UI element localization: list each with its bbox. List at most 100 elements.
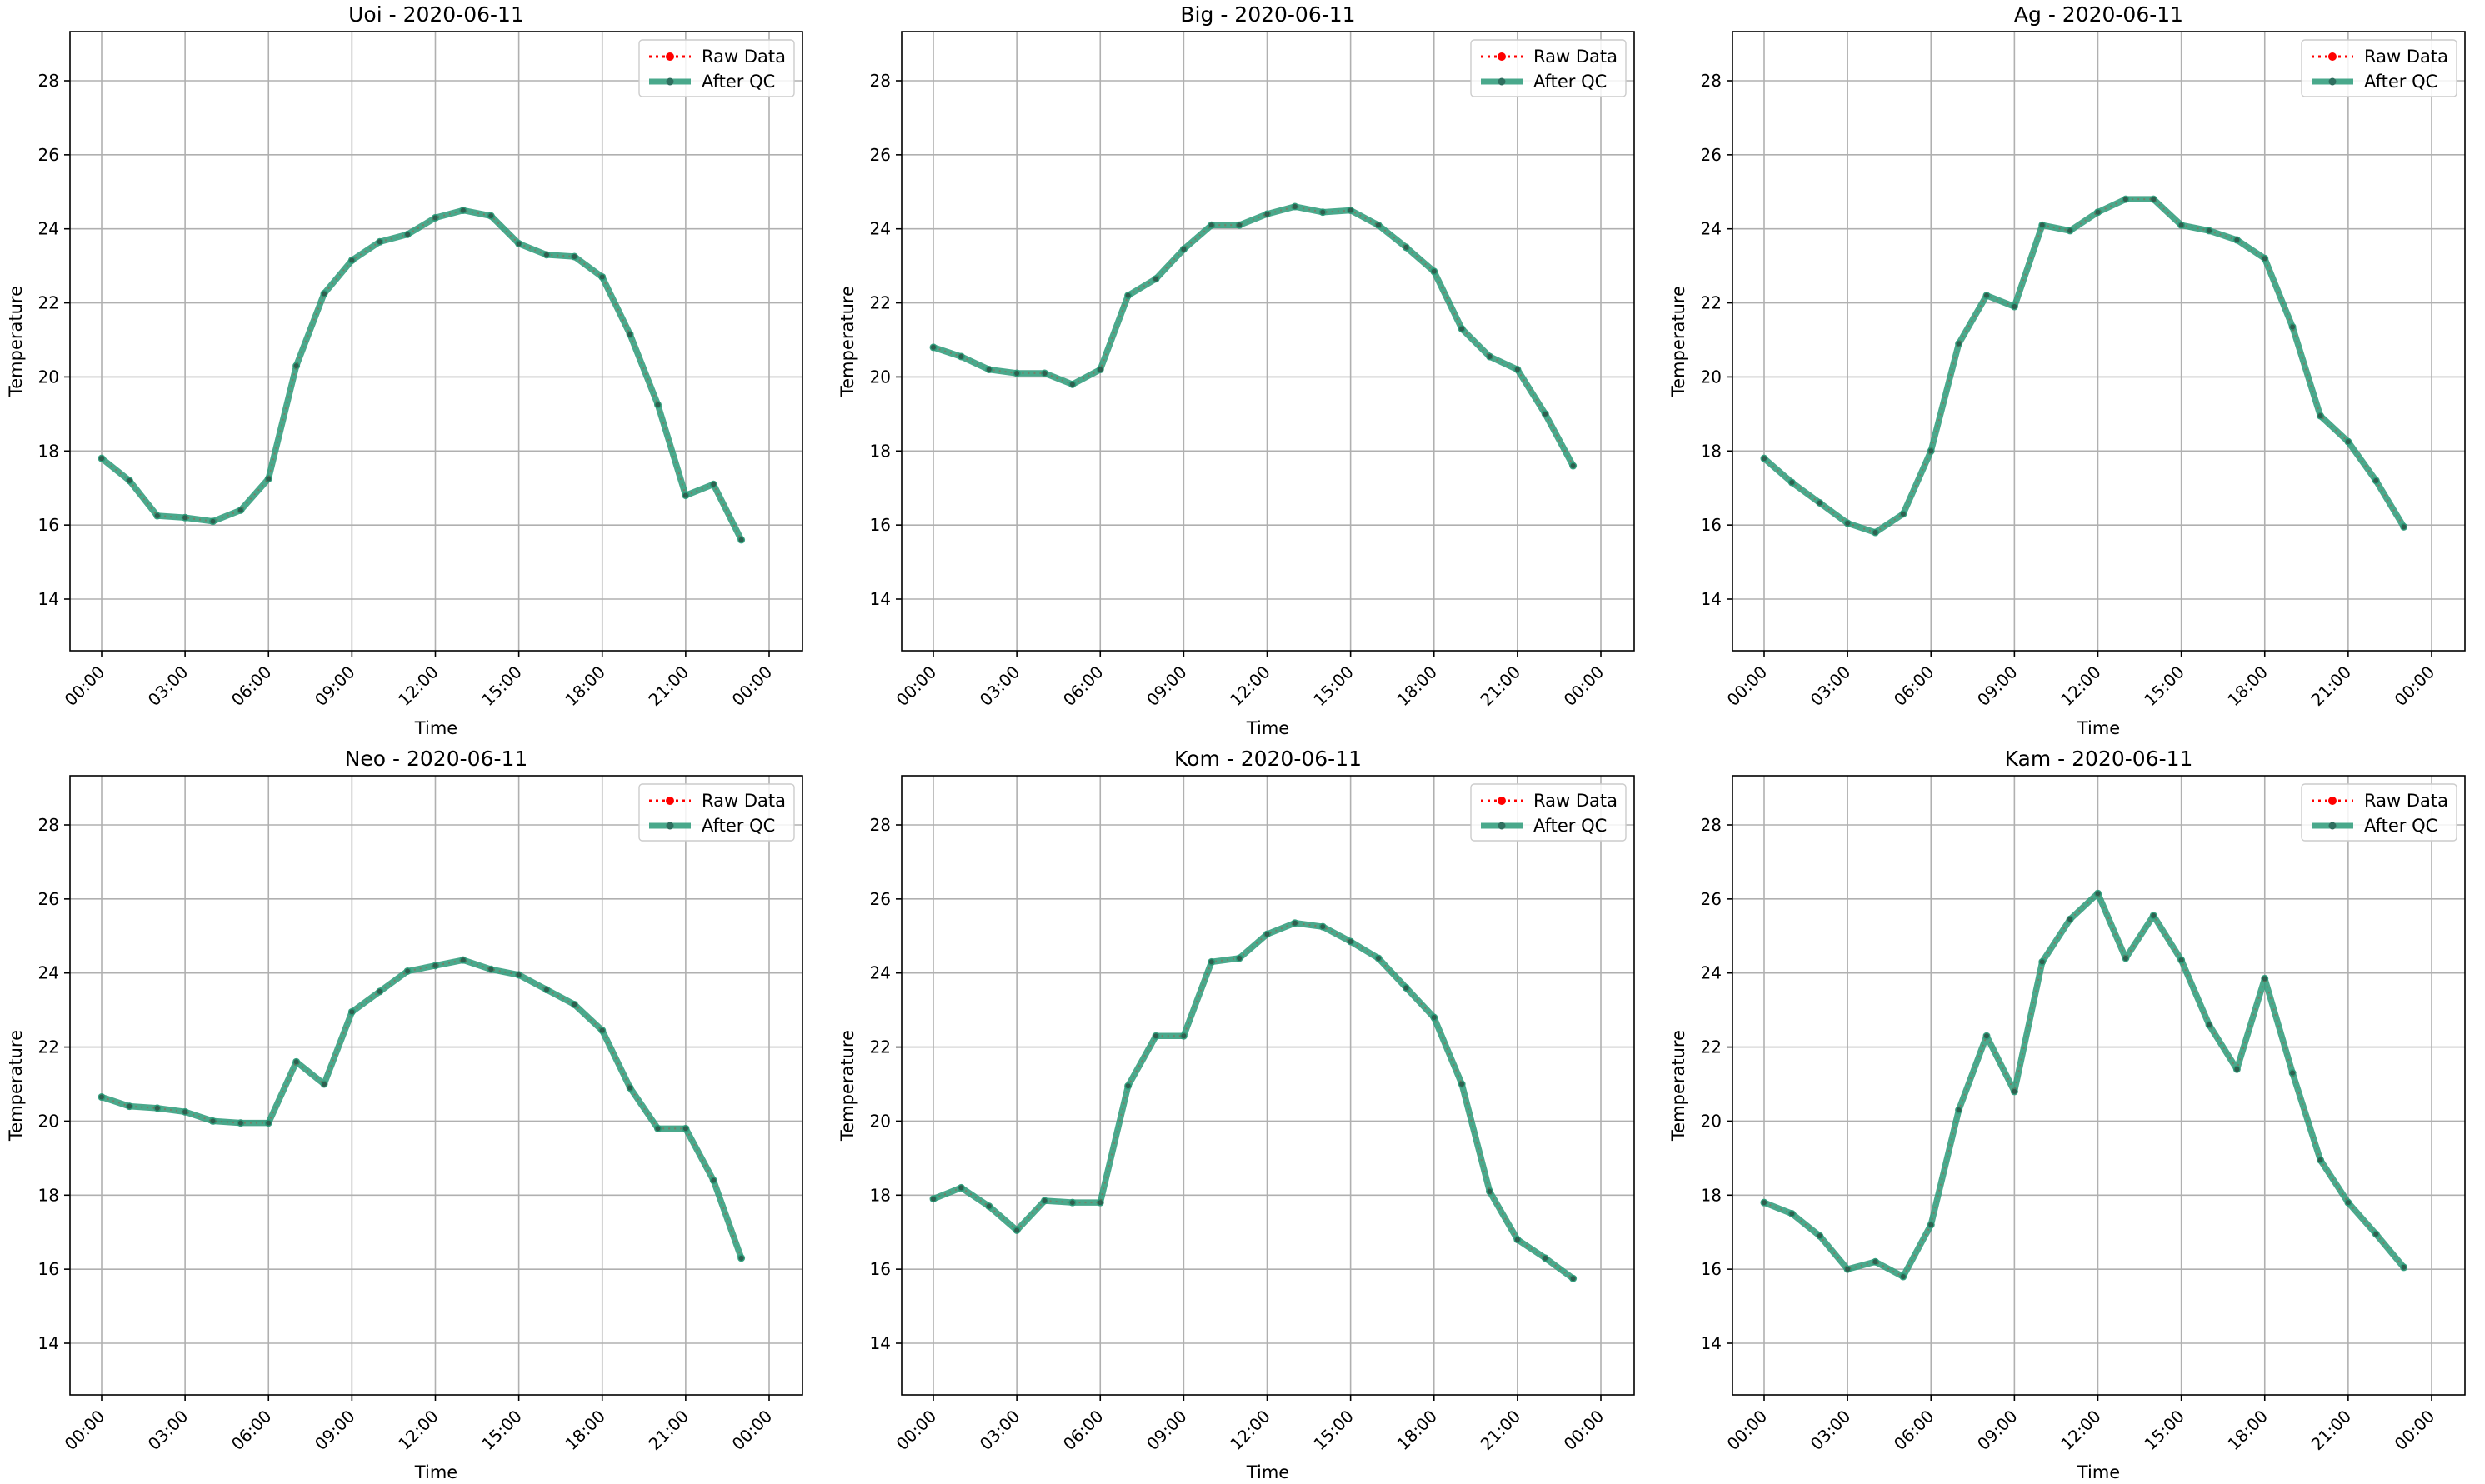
x-tick-label: 00:00	[61, 1406, 109, 1454]
y-tick-label: 14	[1701, 589, 1722, 609]
raw-data-point	[516, 972, 522, 977]
x-tick-label: 12:00	[1226, 662, 1274, 710]
raw-data-point	[738, 1255, 744, 1261]
raw-data-point	[2290, 1070, 2296, 1076]
x-tick-label: 12:00	[2057, 1406, 2105, 1454]
raw-data-point	[405, 968, 411, 974]
raw-data-point	[1487, 1188, 1492, 1194]
raw-data-point	[2345, 439, 2351, 445]
raw-data-point	[210, 1118, 216, 1124]
raw-data-point	[1264, 932, 1270, 937]
raw-data-point	[2234, 1067, 2240, 1072]
raw-data-point	[432, 215, 438, 221]
subplot-1: 00:00 03:00 06:00 09:00 12:00 15:00 18:00 21:00…	[838, 2, 1635, 738]
raw-data-point	[2095, 209, 2101, 215]
y-tick-label: 16	[38, 515, 59, 535]
raw-data-point	[1376, 955, 1381, 961]
x-tick-label: 15:00	[478, 662, 526, 710]
plot-area	[1732, 32, 2465, 651]
raw-data-point	[2012, 304, 2018, 310]
legend-raw-data-marker	[2328, 797, 2337, 805]
legend-raw-data-label: Raw Data	[702, 791, 786, 811]
axes-frame	[901, 775, 1635, 1396]
raw-data-point	[1928, 448, 1934, 454]
raw-data-point	[1984, 1033, 1989, 1039]
series-after-qc-line	[930, 203, 1577, 469]
y-tick-label: 28	[38, 71, 59, 91]
raw-data-point	[2068, 227, 2073, 233]
x-tick-label: 18:00	[1392, 1406, 1441, 1454]
legend-raw-data-label: Raw Data	[1533, 791, 1618, 811]
raw-data-point	[572, 1002, 578, 1007]
raw-data-point	[1789, 480, 1795, 486]
x-axis-label: Time	[2077, 1462, 2120, 1482]
raw-data-point	[1984, 292, 1989, 298]
y-tick-label: 16	[38, 1259, 59, 1279]
raw-data-point	[1542, 1255, 1548, 1261]
raw-data-point	[1125, 292, 1131, 298]
raw-data-point	[182, 515, 188, 521]
x-tick-label: 09:00	[311, 1406, 359, 1454]
legend-after-qc-marker	[2328, 77, 2337, 86]
y-axis-label: Temperature	[838, 286, 858, 397]
y-tick-label: 28	[38, 815, 59, 835]
series-after-qc-line	[930, 919, 1577, 1282]
raw-data-point	[1125, 1083, 1131, 1089]
raw-data-point	[127, 1103, 132, 1109]
grid	[70, 32, 802, 651]
chart-title: Big - 2020-06-11	[1180, 2, 1355, 27]
y-tick-label: 26	[1701, 145, 1722, 165]
grid	[902, 776, 1634, 1395]
x-tick-label: 21:00	[1476, 662, 1524, 710]
raw-data-point	[2151, 912, 2157, 918]
raw-data-point	[322, 291, 327, 297]
raw-data-point	[2122, 197, 2128, 202]
y-tick-label: 16	[1701, 1259, 1722, 1279]
raw-data-point	[127, 477, 132, 483]
x-tick-label: 09:00	[311, 662, 359, 710]
axes-frame	[901, 31, 1635, 652]
raw-data-point	[2122, 955, 2128, 961]
y-tick-label: 24	[38, 219, 59, 239]
subplot-0: 00:00 03:00 06:00 09:00 12:00 15:00 18:00 21:00…	[6, 2, 803, 738]
raw-data-point	[1014, 1227, 1020, 1233]
raw-data-point	[1098, 1200, 1103, 1206]
x-tick-label: 21:00	[644, 662, 692, 710]
legend: Raw Data After QC	[638, 39, 795, 97]
legend: Raw Data After QC	[1470, 39, 1627, 97]
raw-data-point	[2318, 1157, 2323, 1163]
y-tick-label: 16	[870, 515, 891, 535]
raw-data-point	[154, 1105, 160, 1111]
raw-data-point	[711, 1177, 717, 1183]
raw-data-point	[544, 987, 549, 992]
raw-data-point	[1956, 1107, 1962, 1113]
raw-data-point	[1042, 370, 1048, 376]
raw-data-point	[2178, 222, 2184, 228]
x-tick-label: 00:00	[892, 662, 941, 710]
legend: Raw Data After QC	[1470, 783, 1627, 842]
legend-raw-data-marker	[1498, 797, 1506, 805]
raw-data-point	[405, 232, 411, 237]
y-tick-label: 24	[38, 963, 59, 983]
raw-data-point	[2234, 237, 2240, 243]
x-tick-label: 15:00	[1309, 1406, 1358, 1454]
raw-data-point	[682, 1126, 688, 1132]
x-tick-label: 00:00	[1723, 662, 1772, 710]
subplot-3: 00:00 03:00 06:00 09:00 12:00 15:00 18:00 21:00…	[6, 747, 803, 1482]
grid	[902, 32, 1634, 651]
x-tick-label: 09:00	[1973, 1406, 2022, 1454]
x-tick-label: 09:00	[1973, 662, 2022, 710]
y-tick-label: 18	[870, 441, 891, 461]
x-tick-label: 00:00	[728, 1406, 777, 1454]
x-tick-label: 06:00	[228, 662, 276, 710]
x-tick-label: 18:00	[2223, 662, 2272, 710]
series-after-qc-line	[1761, 890, 2408, 1280]
x-tick-label: 15:00	[1309, 662, 1358, 710]
x-tick-label: 00:00	[1560, 1406, 1608, 1454]
y-tick-label: 26	[870, 145, 891, 165]
legend-after-qc-label: After QC	[1533, 72, 1607, 92]
raw-data-point	[1348, 207, 1353, 213]
raw-data-point	[1431, 1015, 1437, 1021]
series-raw-data-line	[1763, 892, 2405, 1278]
y-axis-label: Temperature	[838, 1030, 858, 1142]
